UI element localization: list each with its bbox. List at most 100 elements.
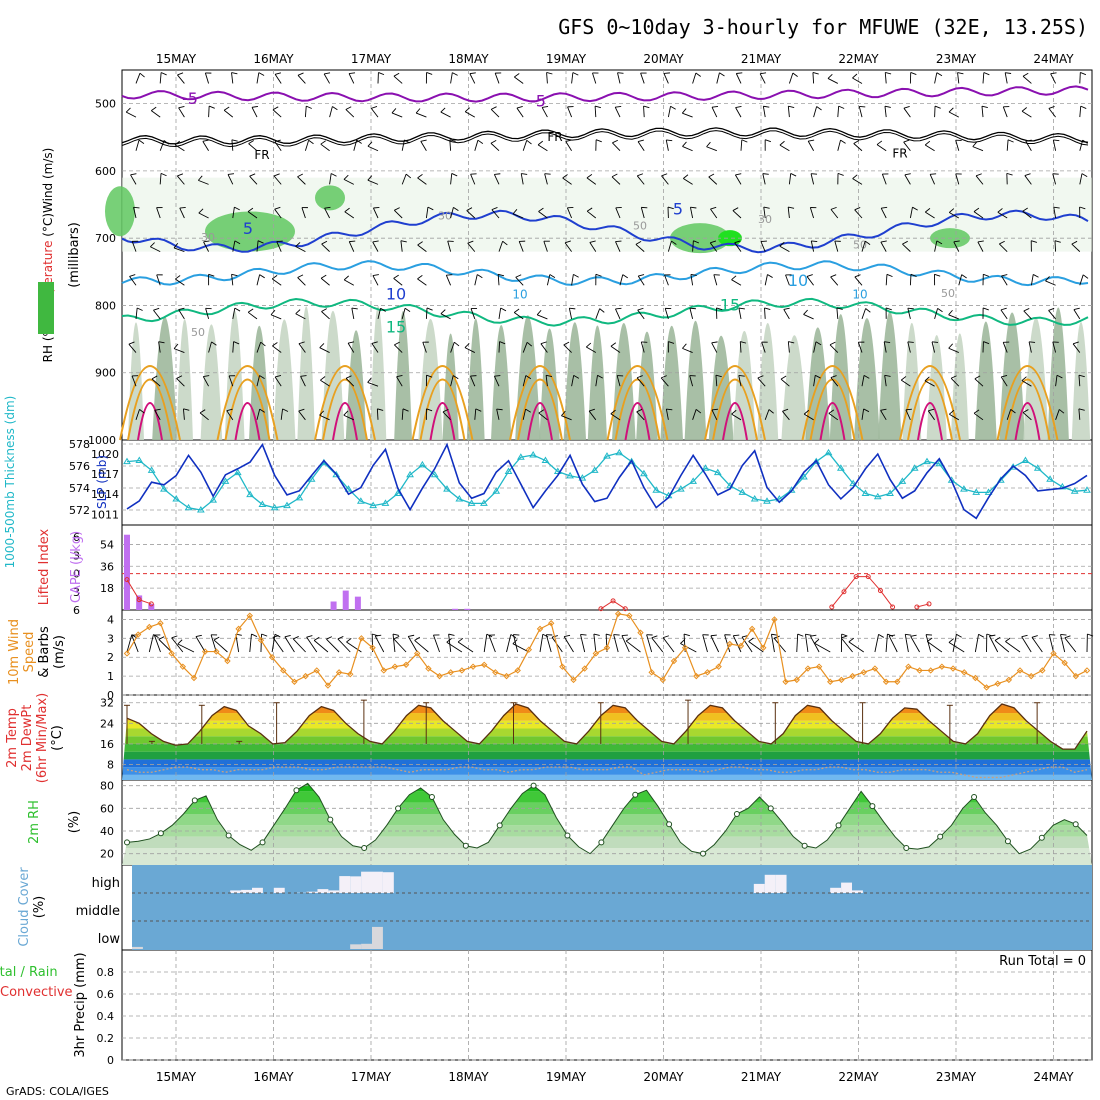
- contour-label: 50: [191, 326, 205, 339]
- surface-wind-barb-flag: [625, 637, 632, 642]
- upper-wind-barb: [934, 308, 939, 320]
- upper-wind-barb: [345, 109, 355, 118]
- low-cloud-bar: [350, 944, 362, 949]
- rh-marker: [700, 850, 706, 857]
- upper-wind-barb: [401, 408, 404, 420]
- slp-axis-label-line: SLP (mb): [95, 455, 109, 509]
- wind-speed-marker: [626, 612, 633, 619]
- contour-label: 5: [673, 199, 683, 218]
- temp-tick-label: 24: [100, 717, 114, 730]
- surface-wind-barb-flag: [989, 634, 996, 637]
- upper-wind-barb: [948, 111, 960, 118]
- upper-wind-barb: [249, 175, 258, 185]
- upper-wind-barb-flag: [546, 72, 553, 75]
- upper-wind-barb: [174, 144, 185, 152]
- rh-color-band: [122, 791, 1092, 803]
- upper-wind-barb: [1028, 341, 1032, 353]
- low-cloud-bar: [132, 946, 143, 949]
- upper-wind-barb-flag: [1022, 409, 1029, 413]
- thickness-line: [126, 451, 1088, 511]
- surface-wind-barb-flag: [805, 633, 812, 636]
- upper-wind-barb-flag: [321, 308, 327, 312]
- upper-wind-barb: [133, 207, 137, 219]
- li-marker: [926, 601, 932, 607]
- upper-wind-barb-flag: [1054, 240, 1061, 243]
- high-cloud-bar: [753, 883, 765, 893]
- upper-wind-barb-flag: [247, 207, 254, 212]
- warm-isotherm-arch: [429, 402, 456, 441]
- upper-wind-barb-flag: [573, 274, 579, 278]
- grads-credit: GrADS: COLA/IGES: [6, 1085, 109, 1098]
- rh-shade-band: [708, 335, 734, 440]
- wind-speed-marker: [235, 625, 242, 633]
- upper-wind-barb: [199, 412, 209, 421]
- thickness-marker: [492, 487, 501, 494]
- upper-wind-barb-flag: [525, 375, 532, 380]
- upper-wind-barb: [735, 73, 742, 84]
- upper-wind-barb-flag: [779, 241, 785, 247]
- upper-wind-barb-flag: [138, 139, 145, 144]
- rh-shade-band: [926, 335, 947, 440]
- li-marker: [877, 588, 883, 594]
- upper-wind-barb-flag: [177, 72, 184, 76]
- upper-wind-barb: [345, 378, 355, 387]
- surface-wind-barb: [1048, 634, 1054, 653]
- wind-speed-marker: [1050, 650, 1057, 657]
- wind-tick-label: 2: [107, 651, 114, 664]
- upper-wind-barb: [636, 175, 645, 185]
- surface-wind-barb-flag: [621, 634, 628, 637]
- surface-wind-barb-flag: [1005, 637, 1011, 642]
- wind-speed-marker: [760, 644, 767, 651]
- precip-tick-label: 0.8: [97, 966, 115, 979]
- wind-speed-marker: [458, 667, 466, 674]
- upper-wind-barb: [1022, 412, 1032, 421]
- upper-wind-barb-flag: [259, 375, 265, 380]
- chart-title: GFS 0~10day 3-hourly for MFUWE (32E, 13.…: [558, 15, 1088, 39]
- upper-wind-barb: [474, 274, 478, 286]
- rh-color-band: [122, 848, 1092, 865]
- upper-wind-barb: [466, 210, 476, 219]
- contour-label: 10: [386, 285, 406, 304]
- precip-tick-label: 0.6: [97, 988, 115, 1001]
- rh-legend-swatch: [38, 282, 54, 334]
- upper-wind-barb: [883, 341, 887, 353]
- high-cloud-bar: [317, 889, 329, 893]
- surface-wind-barb-flag: [564, 634, 571, 638]
- rh-color-band: [122, 814, 1092, 826]
- upper-wind-barb: [159, 173, 162, 185]
- wind-speed-marker: [972, 674, 979, 682]
- contour-label: FR: [254, 148, 269, 162]
- upper-wind-barb: [274, 208, 282, 219]
- upper-wind-barb: [972, 146, 984, 152]
- upper-wind-barb-flag: [373, 206, 380, 209]
- upper-wind-barb-flag: [736, 72, 743, 74]
- upper-wind-barb-flag: [1007, 139, 1014, 143]
- upper-wind-barb: [829, 344, 839, 353]
- upper-wind-barb: [1071, 243, 1081, 252]
- upper-wind-barb-flag: [160, 172, 167, 177]
- surface-wind-barb-flag: [1049, 634, 1056, 636]
- upper-wind-barb: [344, 211, 355, 219]
- upper-wind-barb-flag: [732, 207, 739, 211]
- date-label-top: 19MAY: [546, 52, 587, 66]
- upper-wind-barb: [615, 207, 621, 219]
- rh-shade-band: [757, 323, 779, 440]
- upper-wind-barb: [125, 111, 137, 118]
- upper-wind-barb: [320, 143, 330, 152]
- wind-axis-label-line: & Barbs: [37, 626, 52, 678]
- temp-color-band: [122, 704, 1092, 706]
- upper-wind-barb-flag: [514, 73, 520, 78]
- wind-speed-marker: [224, 657, 231, 665]
- wind-speed-marker: [492, 669, 499, 676]
- wind-tick-label: 0: [107, 689, 114, 702]
- upper-wind-barb-flag: [1050, 72, 1057, 75]
- surface-wind-barb-flag: [326, 636, 333, 640]
- upper-wind-barb-flag: [139, 72, 145, 78]
- thickness-marker: [147, 466, 156, 473]
- surface-wind-barb: [741, 636, 753, 653]
- wind-speed-marker: [291, 678, 298, 685]
- warm-isotherm-arch: [1004, 378, 1051, 441]
- surface-wind-barb: [414, 640, 429, 653]
- upper-wind-barb-flag: [371, 341, 378, 344]
- upper-wind-barb-flag: [936, 72, 943, 77]
